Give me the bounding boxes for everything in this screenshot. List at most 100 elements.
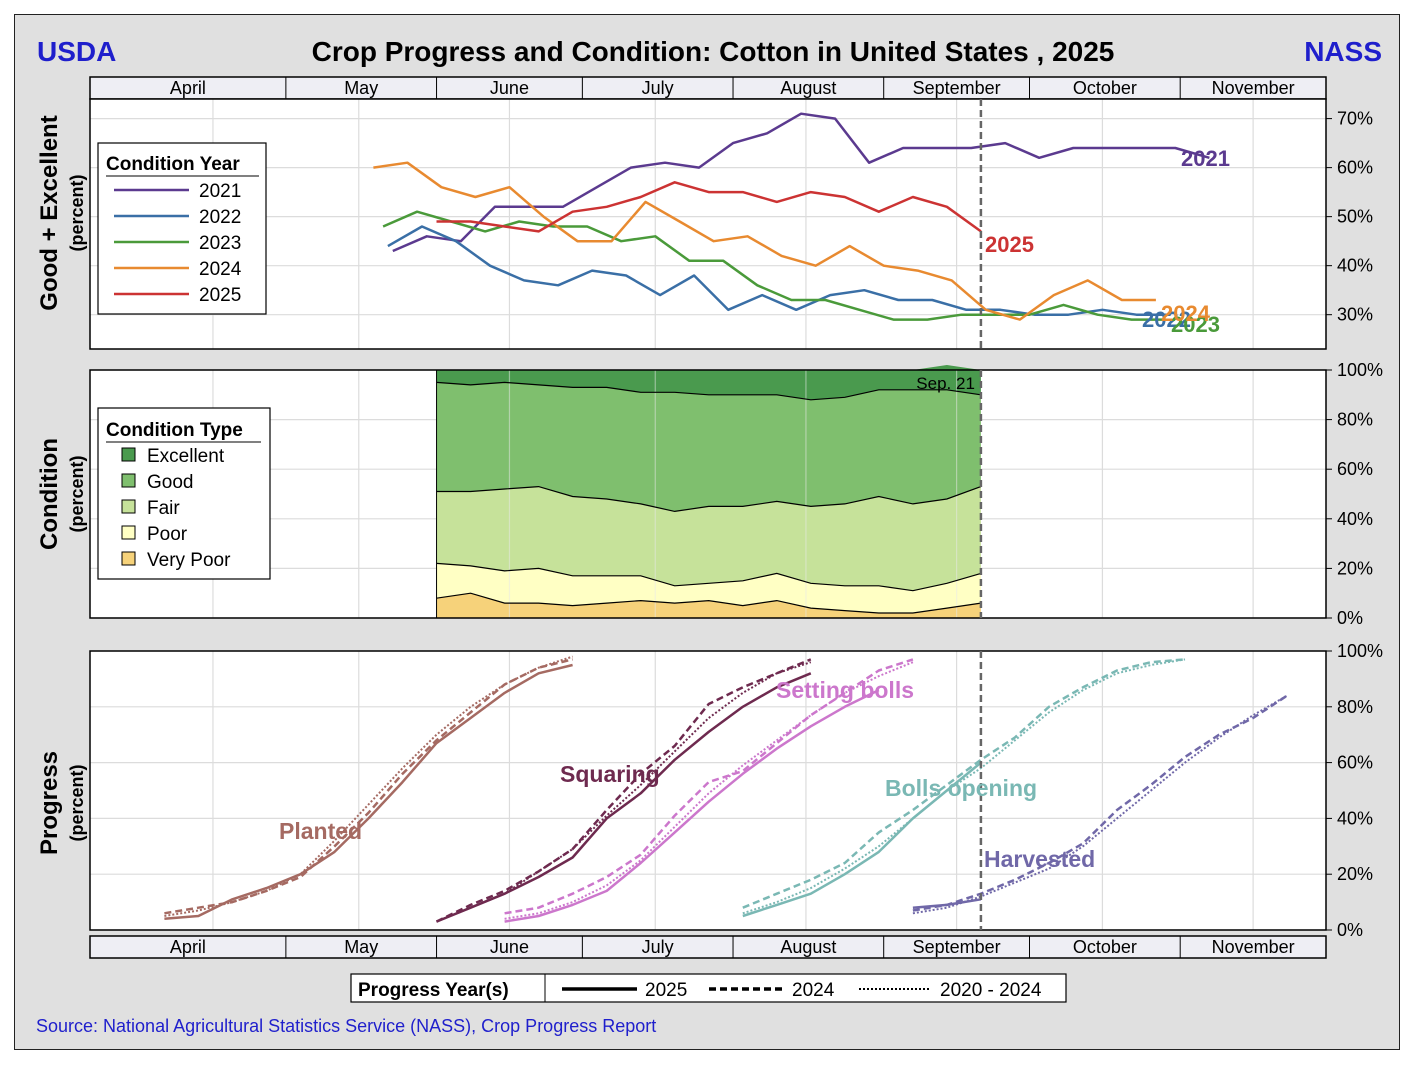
panel-progress: 100% 80% 60% 40% 20% 0% Planted Squaring Setting… [89, 641, 1383, 940]
area-excellent [436, 365, 981, 400]
stage-label-planted: Planted [279, 818, 362, 844]
swatch-very-poor [121, 551, 136, 566]
stage-label-bolls-opening: Bolls opening [885, 775, 1037, 801]
condition-year-legend-title: Condition Year [106, 154, 240, 175]
y-tick-label: 100% [1337, 360, 1383, 380]
condition-type-legend-title: Condition Type [106, 420, 243, 441]
progress-planted-2020-2024 [164, 655, 573, 917]
panel-condition: 100% 80% 60% 40% 20% 0% Sep. 21 [89, 360, 1383, 628]
month-label: September [913, 78, 1001, 98]
panel2-ysub: (percent) [67, 455, 87, 532]
month-label: October [1073, 937, 1137, 957]
month-label: July [642, 937, 674, 957]
stage-label-squaring: Squaring [560, 761, 660, 787]
month-bar-bg [89, 935, 1327, 959]
month-label: July [642, 78, 674, 98]
plot-border [89, 650, 1327, 931]
month-label: October [1073, 78, 1137, 98]
panel2-ylabel: Condition [36, 438, 63, 550]
top-month-bar: April May June July August September October No… [89, 76, 1327, 100]
plot-border [89, 369, 1327, 619]
y-tick-label: 0% [1337, 920, 1363, 940]
y-tick-label: 80% [1337, 697, 1373, 717]
legend-excellent: Excellent [147, 446, 225, 467]
panel1-ysub: (percent) [67, 174, 87, 251]
y-tick-label: 20% [1337, 864, 1373, 884]
plot-area [90, 651, 1326, 930]
month-label: June [490, 937, 529, 957]
progress-harvested-2020-2024 [912, 694, 1288, 915]
legend-label-2022: 2022 [199, 207, 241, 228]
legend-2020-2024: 2020 - 2024 [940, 980, 1042, 1001]
crop-progress-chart: USDA Crop Progress and Condition: Cotton… [36, 36, 1383, 1036]
y-tick-label: 50% [1337, 207, 1373, 227]
panel-good-excellent: 70% 60% 50% 40% 30% 2021 2022 2023 2024 2025 [89, 98, 1373, 350]
y-tick-label: 60% [1337, 753, 1373, 773]
line-2025 [436, 181, 982, 233]
y-tick-label: 30% [1337, 305, 1373, 325]
current-week-label: Sep. 21 [916, 374, 975, 393]
progress-planted-2025 [164, 663, 573, 921]
boundary-line [436, 485, 982, 513]
y-tick-label: 60% [1337, 158, 1373, 178]
month-label: April [170, 78, 206, 98]
line-2023 [382, 210, 1166, 321]
stage-label-setting-bolls: Setting bolls [776, 677, 914, 703]
progress-setting-bolls-2024 [504, 658, 914, 915]
y-tick-label: 40% [1337, 509, 1373, 529]
month-label: August [780, 937, 836, 957]
month-label: May [344, 937, 378, 957]
progress-harvested-2024 [912, 694, 1288, 912]
legend-very-poor: Very Poor [147, 550, 231, 571]
legend-poor: Poor [147, 524, 188, 545]
y-tick-label: 80% [1337, 410, 1373, 430]
line-2024 [373, 161, 1156, 321]
legend-2024: 2024 [792, 980, 835, 1001]
plot-area [90, 99, 1326, 349]
area-good [436, 382, 981, 512]
condition-type-legend: Condition Type Excellent Good Fair Poor … [97, 407, 271, 580]
end-label-2025: 2025 [985, 232, 1034, 257]
legend-label-2024: 2024 [199, 259, 242, 280]
y-tick-label: 40% [1337, 256, 1373, 276]
end-label-2022: 2022 [1142, 307, 1191, 332]
y-tick-label: 70% [1337, 109, 1373, 129]
month-bar-bg [89, 76, 1327, 100]
legend-fair: Fair [147, 498, 180, 519]
month-label: September [913, 937, 1001, 957]
legend-label-2021: 2021 [199, 181, 241, 202]
progress-bolls-opening-2020-2024 [742, 658, 1186, 915]
condition-year-legend: Condition Year 2021 2022 2023 2024 2025 [97, 142, 267, 315]
swatch-good [121, 473, 136, 488]
swatch-fair [121, 499, 136, 514]
panel3-ylabel: Progress [36, 751, 63, 855]
month-label: November [1212, 78, 1295, 98]
chart-frame: USDA Crop Progress and Condition: Cotton… [14, 14, 1400, 1050]
y-tick-label: 20% [1337, 558, 1373, 578]
swatch-poor [121, 525, 136, 540]
month-label: November [1212, 937, 1295, 957]
progress-setting-bolls-2025 [504, 688, 880, 923]
nass-label: NASS [1304, 36, 1382, 67]
source-note: Source: National Agricultural Statistics… [36, 1016, 656, 1036]
progress-setting-bolls-2020-2024 [504, 661, 914, 920]
progress-year-legend-title: Progress Year(s) [358, 980, 509, 1001]
progress-bolls-opening-2024 [742, 658, 1186, 909]
line-2021 [392, 112, 1210, 253]
legend-2025: 2025 [645, 980, 687, 1001]
month-label: June [490, 78, 529, 98]
plot-border [89, 98, 1327, 350]
y-tick-label: 60% [1337, 459, 1373, 479]
panel3-ysub: (percent) [67, 764, 87, 841]
legend-good: Good [147, 472, 193, 493]
y-tick-label: 40% [1337, 808, 1373, 828]
month-label: May [344, 78, 378, 98]
bottom-month-bar: April May June July August September October No… [89, 935, 1327, 959]
month-label: August [780, 78, 836, 98]
progress-squaring-2020-2024 [436, 661, 812, 923]
area-fair [436, 486, 981, 591]
progress-year-legend: Progress Year(s) 2025 2024 2020 - 2024 [350, 973, 1067, 1003]
legend-label-2023: 2023 [199, 233, 241, 254]
swatch-excellent [121, 447, 136, 462]
end-label-2021: 2021 [1181, 146, 1230, 171]
